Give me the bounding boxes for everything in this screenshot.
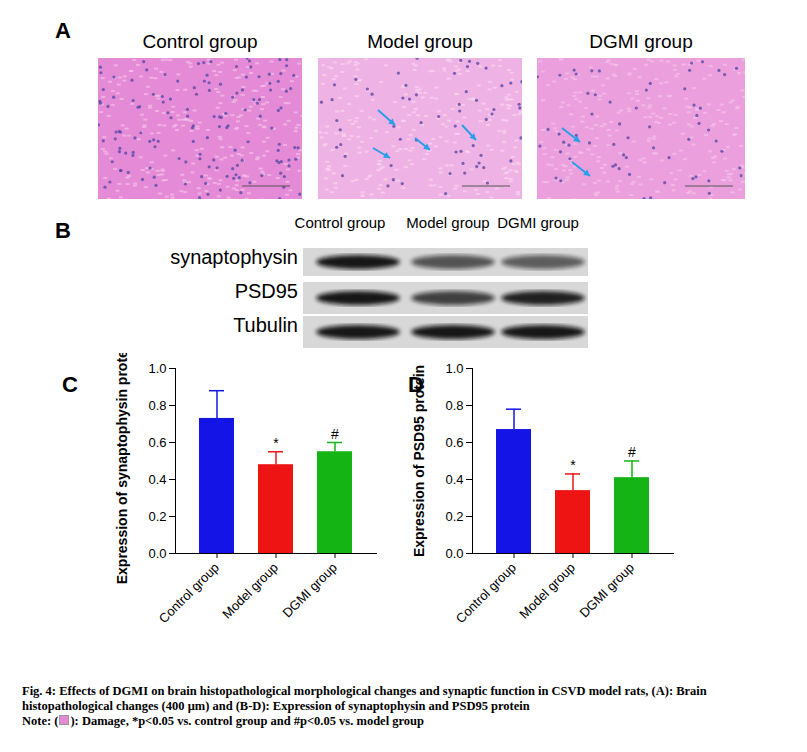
svg-text:0.4: 0.4	[148, 472, 166, 487]
svg-text:0.8: 0.8	[148, 398, 166, 413]
svg-text:0.6: 0.6	[445, 435, 463, 450]
html-text:PSD95: PSD95	[234, 280, 298, 302]
html-text:Model group: Model group	[367, 31, 473, 52]
svg-text:1.0: 1.0	[148, 361, 166, 376]
svg-text:Expression of synaptophysin pr: Expression of synaptophysin protein	[114, 353, 130, 584]
html-text:Tubulin: Tubulin	[233, 314, 298, 336]
svg-text:DGMI group: DGMI group	[576, 560, 637, 621]
svg-text:Model group: Model group	[516, 560, 578, 622]
html-text:B: B	[55, 218, 71, 243]
svg-text:DGMI group: DGMI group	[279, 560, 340, 621]
html-text:): Damage, *p<0.05 vs. control: ): Damage, *p<0.05 vs. control group and…	[70, 714, 424, 728]
svg-text:*: *	[273, 435, 279, 451]
svg-text:Control group: Control group	[453, 560, 519, 626]
html-text:A: A	[55, 18, 71, 43]
html-text:synaptophysin: synaptophysin	[170, 246, 298, 268]
svg-text:1.0: 1.0	[445, 361, 463, 376]
html-text:DGMI group: DGMI group	[589, 31, 693, 52]
svg-text:0.0: 0.0	[445, 546, 463, 561]
html-text:Control group: Control group	[294, 214, 386, 231]
svg-text:0.2: 0.2	[445, 509, 463, 524]
html-text:Control group: Control group	[142, 31, 258, 52]
html-text:Model group: Model group	[406, 214, 490, 231]
svg-text:0.0: 0.0	[148, 546, 166, 561]
html-text:Fig. 4: Effects of DGMI on bra: Fig. 4: Effects of DGMI on brain histopa…	[22, 684, 707, 713]
html-text:C: C	[62, 372, 78, 397]
html-text:Note: (: Note: (	[22, 714, 59, 728]
svg-text:*: *	[570, 457, 576, 473]
svg-text:0.6: 0.6	[148, 435, 166, 450]
svg-text:Model group: Model group	[219, 560, 281, 622]
svg-text:0.8: 0.8	[445, 398, 463, 413]
svg-text:Control group: Control group	[156, 560, 222, 626]
svg-text:#: #	[331, 426, 339, 442]
svg-text:0.2: 0.2	[148, 509, 166, 524]
html-text:DGMI group: DGMI group	[497, 214, 579, 231]
svg-text:Expression of PSD95 protein: Expression of PSD95 protein	[411, 365, 427, 557]
svg-text:#: #	[628, 444, 636, 460]
svg-text:0.4: 0.4	[445, 472, 463, 487]
